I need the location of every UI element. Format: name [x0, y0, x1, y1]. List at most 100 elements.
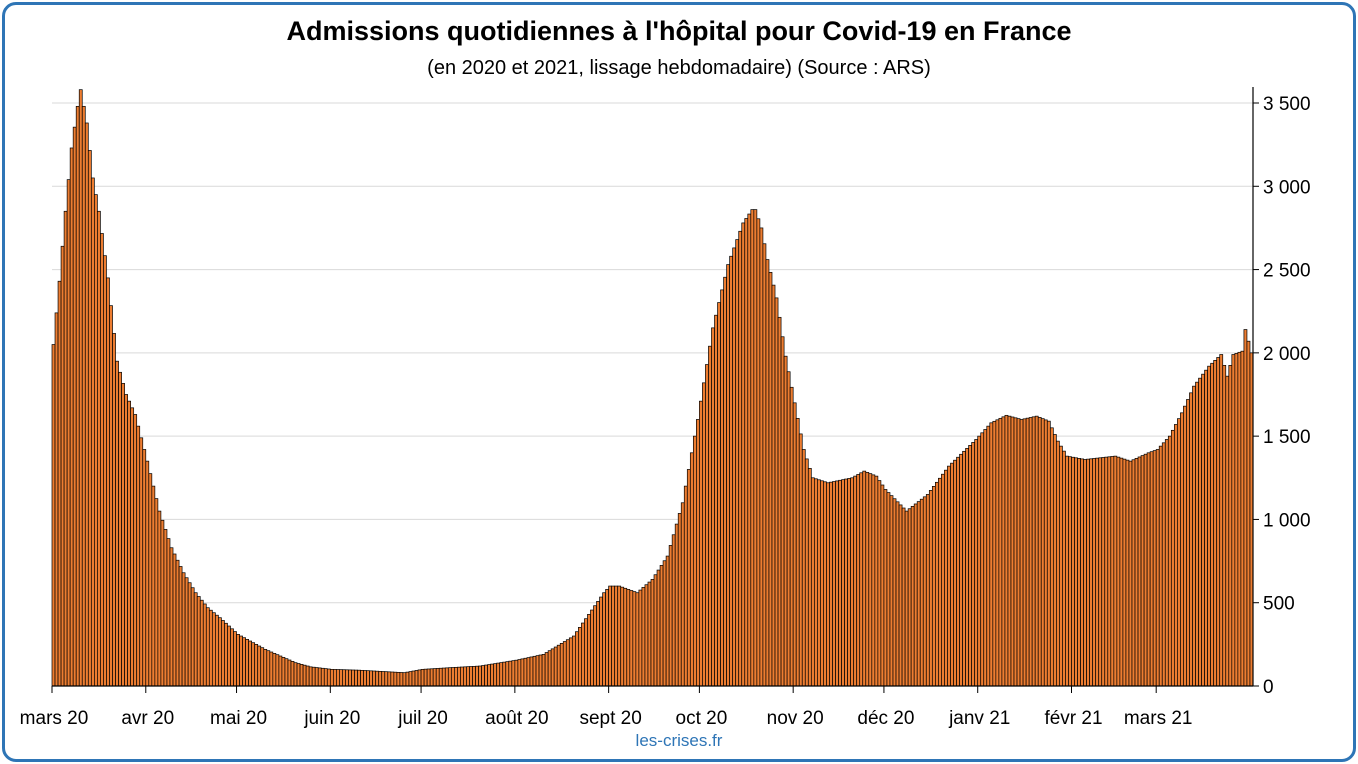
bar [659, 565, 664, 687]
bar [166, 538, 171, 687]
bar [995, 419, 1000, 687]
bar [820, 480, 824, 687]
bar [895, 501, 900, 687]
bar [1219, 354, 1224, 687]
bar [798, 433, 803, 687]
bar [69, 147, 74, 687]
x-tick-label: janv 21 [948, 708, 1010, 729]
bar [738, 230, 743, 687]
bar [1246, 340, 1251, 687]
bar [535, 655, 540, 687]
bar [665, 555, 670, 687]
bar [1019, 419, 1024, 687]
bar [590, 609, 594, 687]
bar [402, 672, 407, 687]
bar [689, 452, 694, 687]
bar [172, 553, 177, 687]
bar [1173, 424, 1178, 687]
bar [239, 635, 243, 687]
bars [51, 89, 1254, 687]
bar [190, 587, 195, 687]
bar [460, 666, 464, 687]
bar [87, 150, 92, 687]
bar [1152, 450, 1157, 687]
bar [1004, 414, 1009, 687]
bar [1201, 373, 1205, 687]
bar [51, 344, 56, 687]
bar [677, 513, 682, 687]
bar [227, 625, 231, 687]
bar [593, 605, 597, 687]
bar [396, 671, 401, 687]
chart-subtitle: (en 2020 et 2021, lissage hebdomadaire) … [427, 57, 931, 79]
bar [1128, 460, 1133, 687]
bar [384, 671, 389, 687]
bar [444, 667, 449, 687]
bar [1043, 419, 1048, 687]
bar [1164, 439, 1169, 687]
bar [1107, 456, 1112, 687]
bar [1146, 452, 1151, 687]
bar [1046, 420, 1051, 687]
bar [989, 422, 994, 687]
bar [1001, 416, 1006, 687]
bar [711, 327, 715, 687]
bar [320, 667, 325, 687]
bar [130, 407, 135, 687]
bar [1034, 415, 1039, 687]
bar [783, 355, 788, 687]
bar [907, 508, 912, 687]
bar [1101, 457, 1106, 687]
bar [408, 671, 413, 687]
bar [1131, 459, 1136, 687]
bar [789, 386, 794, 687]
bar [729, 255, 734, 687]
bar [1080, 458, 1084, 687]
y-tick-labels: 0 500 1 000 1 500 2 000 2 500 3 000 3 500 [1253, 94, 1311, 698]
bar [699, 400, 703, 687]
bar [647, 581, 652, 687]
bar [886, 492, 891, 687]
bar [983, 429, 988, 687]
bar [441, 667, 446, 687]
bar [1052, 434, 1057, 687]
bar [351, 669, 355, 687]
bar [326, 668, 331, 687]
bar [1098, 457, 1103, 687]
bar [242, 637, 246, 687]
bar [139, 437, 144, 687]
bar [614, 585, 619, 687]
bar [1137, 456, 1142, 687]
bar [547, 650, 552, 687]
bar [1062, 450, 1066, 687]
bar [496, 662, 501, 687]
bar [744, 218, 749, 687]
bar [950, 462, 954, 687]
bar [275, 654, 280, 687]
bar [865, 472, 870, 687]
x-tick-label: mai 20 [210, 708, 267, 729]
bar [266, 650, 271, 687]
bar [305, 665, 310, 687]
bar [257, 645, 262, 687]
bar [348, 669, 352, 687]
bar [1122, 458, 1127, 687]
bar [317, 667, 322, 687]
bar [72, 126, 77, 687]
bar [714, 314, 718, 687]
bar [181, 572, 186, 687]
bar [248, 640, 253, 687]
bar [469, 666, 473, 687]
bar [499, 662, 504, 687]
bar [850, 477, 855, 687]
bar [429, 668, 434, 687]
bar [100, 233, 104, 687]
bar [1077, 458, 1081, 687]
bar [1037, 417, 1042, 687]
bar [493, 663, 498, 687]
bar [411, 670, 416, 687]
y-tick-label: 500 [1263, 594, 1295, 615]
bar [880, 484, 885, 687]
bar [1143, 453, 1148, 687]
bar [426, 668, 431, 687]
